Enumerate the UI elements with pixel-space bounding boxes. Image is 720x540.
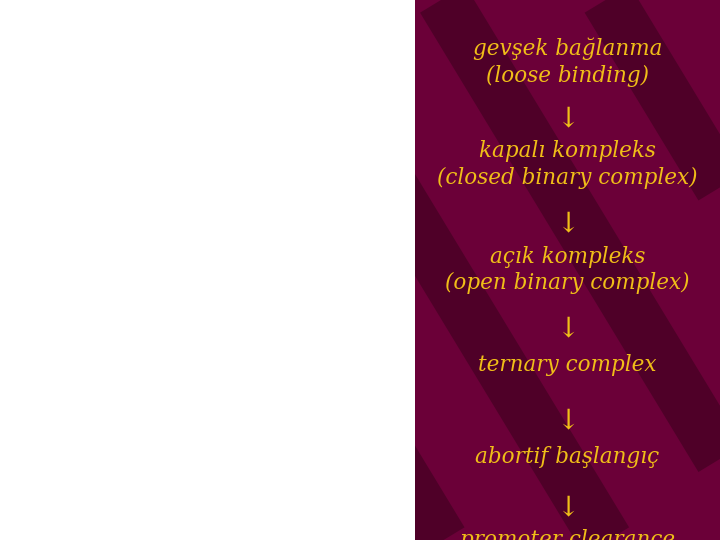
Text: abortif başlangıç: abortif başlangıç xyxy=(475,446,660,468)
Text: ↓: ↓ xyxy=(556,408,579,435)
Text: ↓: ↓ xyxy=(556,494,579,521)
Text: açık kompleks
(open binary complex): açık kompleks (open binary complex) xyxy=(445,246,690,294)
Text: kapalı kompleks
(closed binary complex): kapalı kompleks (closed binary complex) xyxy=(437,140,698,189)
Text: promoter clearance: promoter clearance xyxy=(460,529,675,540)
Text: ↓: ↓ xyxy=(556,105,579,132)
Text: ternary complex: ternary complex xyxy=(478,354,657,376)
Text: ↓: ↓ xyxy=(556,316,579,343)
Bar xyxy=(0,0,415,540)
Text: gevşek bağlanma
(loose binding): gevşek bağlanma (loose binding) xyxy=(472,38,662,86)
Text: ↓: ↓ xyxy=(556,211,579,238)
